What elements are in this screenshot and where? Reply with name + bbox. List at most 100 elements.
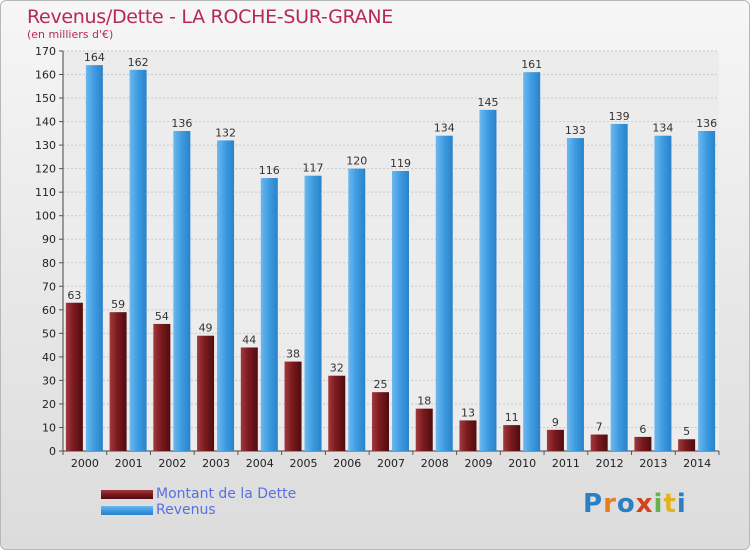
legend-item-revenus: Revenus bbox=[101, 502, 296, 518]
data-label-revenus: 117 bbox=[303, 162, 324, 175]
data-label-revenus: 116 bbox=[259, 164, 280, 177]
legend-swatch-revenus bbox=[101, 505, 153, 515]
y-tick-label: 90 bbox=[42, 233, 56, 246]
x-tick-label: 2011 bbox=[552, 457, 580, 470]
bar-revenus bbox=[173, 131, 191, 451]
x-tick-label: 2007 bbox=[377, 457, 405, 470]
x-tick-label: 2014 bbox=[683, 457, 711, 470]
data-label-dette: 63 bbox=[67, 289, 81, 302]
x-tick-label: 2010 bbox=[508, 457, 536, 470]
proxiti-logo: Proxiti bbox=[583, 489, 687, 519]
legend-label-dette: Montant de la Dette bbox=[156, 486, 297, 502]
y-tick-label: 140 bbox=[35, 116, 56, 129]
y-tick-label: 0 bbox=[49, 445, 56, 458]
data-label-dette: 59 bbox=[111, 298, 125, 311]
y-tick-label: 170 bbox=[35, 45, 56, 58]
data-label-dette: 11 bbox=[505, 411, 519, 424]
bar-revenus bbox=[435, 135, 453, 452]
bar-dette bbox=[459, 420, 477, 451]
bar-revenus bbox=[304, 175, 322, 452]
y-tick-label: 10 bbox=[42, 421, 56, 434]
data-label-revenus: 162 bbox=[128, 56, 149, 69]
bar-revenus bbox=[610, 123, 628, 452]
y-tick-label: 50 bbox=[42, 327, 56, 340]
bar-revenus bbox=[85, 65, 103, 451]
y-tick-label: 30 bbox=[42, 374, 56, 387]
bar-dette bbox=[634, 436, 652, 451]
logo-letter: P bbox=[583, 489, 604, 519]
y-tick-label: 40 bbox=[42, 351, 56, 364]
bar-revenus bbox=[523, 72, 541, 452]
data-label-revenus: 136 bbox=[171, 117, 192, 130]
bar-dette bbox=[197, 335, 215, 451]
plot-area bbox=[63, 51, 719, 451]
y-tick-label: 100 bbox=[35, 210, 56, 223]
bar-revenus bbox=[698, 131, 716, 451]
data-label-revenus: 134 bbox=[652, 122, 673, 135]
y-tick-label: 150 bbox=[35, 92, 56, 105]
y-tick-label: 20 bbox=[42, 398, 56, 411]
bar-revenus bbox=[217, 140, 235, 452]
x-tick-label: 2005 bbox=[290, 457, 318, 470]
y-tick-label: 80 bbox=[42, 257, 56, 270]
y-tick-label: 120 bbox=[35, 163, 56, 176]
bar-revenus bbox=[260, 178, 278, 451]
bar-dette bbox=[415, 408, 433, 451]
bar-dette bbox=[65, 302, 83, 451]
bar-revenus bbox=[479, 109, 497, 451]
data-label-dette: 9 bbox=[552, 416, 559, 429]
data-label-revenus: 136 bbox=[696, 117, 717, 130]
data-label-revenus: 164 bbox=[84, 51, 105, 64]
x-tick-label: 2003 bbox=[202, 457, 230, 470]
bar-revenus bbox=[392, 171, 409, 451]
bar-revenus bbox=[566, 138, 584, 451]
x-tick-label: 2013 bbox=[639, 457, 667, 470]
data-label-revenus: 120 bbox=[346, 155, 367, 168]
data-label-revenus: 134 bbox=[434, 122, 455, 135]
x-tick-label: 2006 bbox=[333, 457, 361, 470]
data-label-revenus: 132 bbox=[215, 126, 236, 139]
y-tick-label: 130 bbox=[35, 139, 56, 152]
x-tick-label: 2009 bbox=[464, 457, 492, 470]
bar-dette bbox=[240, 347, 258, 451]
data-label-revenus: 145 bbox=[477, 96, 498, 109]
logo-letter: i bbox=[676, 489, 687, 519]
data-label-revenus: 119 bbox=[390, 157, 411, 170]
x-tick-label: 2012 bbox=[596, 457, 624, 470]
bar-dette bbox=[328, 375, 346, 451]
bar-revenus bbox=[129, 69, 147, 451]
legend: Montant de la Dette Revenus bbox=[101, 486, 296, 518]
legend-swatch-dette bbox=[101, 489, 153, 499]
bar-revenus bbox=[654, 135, 672, 452]
logo-letter: t bbox=[663, 489, 677, 519]
data-label-dette: 44 bbox=[242, 333, 256, 346]
data-label-revenus: 133 bbox=[565, 124, 586, 137]
bar-dette bbox=[153, 323, 171, 451]
bar-dette bbox=[109, 312, 127, 451]
bar-dette bbox=[284, 361, 302, 451]
data-label-dette: 49 bbox=[199, 322, 213, 335]
bar-dette bbox=[372, 392, 389, 451]
data-label-dette: 54 bbox=[155, 310, 169, 323]
data-label-dette: 25 bbox=[374, 378, 388, 391]
data-label-revenus: 139 bbox=[609, 110, 630, 123]
logo-letter: o bbox=[616, 489, 636, 519]
data-label-dette: 32 bbox=[330, 362, 344, 375]
logo-letter: i bbox=[653, 489, 664, 519]
bar-dette bbox=[590, 434, 608, 451]
data-label-dette: 7 bbox=[596, 421, 603, 434]
x-tick-label: 2004 bbox=[246, 457, 274, 470]
data-label-dette: 13 bbox=[461, 406, 475, 419]
data-label-dette: 38 bbox=[286, 348, 300, 361]
x-tick-label: 2001 bbox=[115, 457, 143, 470]
y-tick-label: 60 bbox=[42, 304, 56, 317]
bar-dette bbox=[503, 425, 521, 451]
bar-dette bbox=[546, 429, 564, 451]
x-tick-label: 2000 bbox=[71, 457, 99, 470]
data-label-dette: 6 bbox=[639, 423, 646, 436]
logo-letter: r bbox=[603, 489, 617, 519]
bar-revenus bbox=[348, 168, 366, 451]
data-label-dette: 18 bbox=[417, 395, 431, 408]
